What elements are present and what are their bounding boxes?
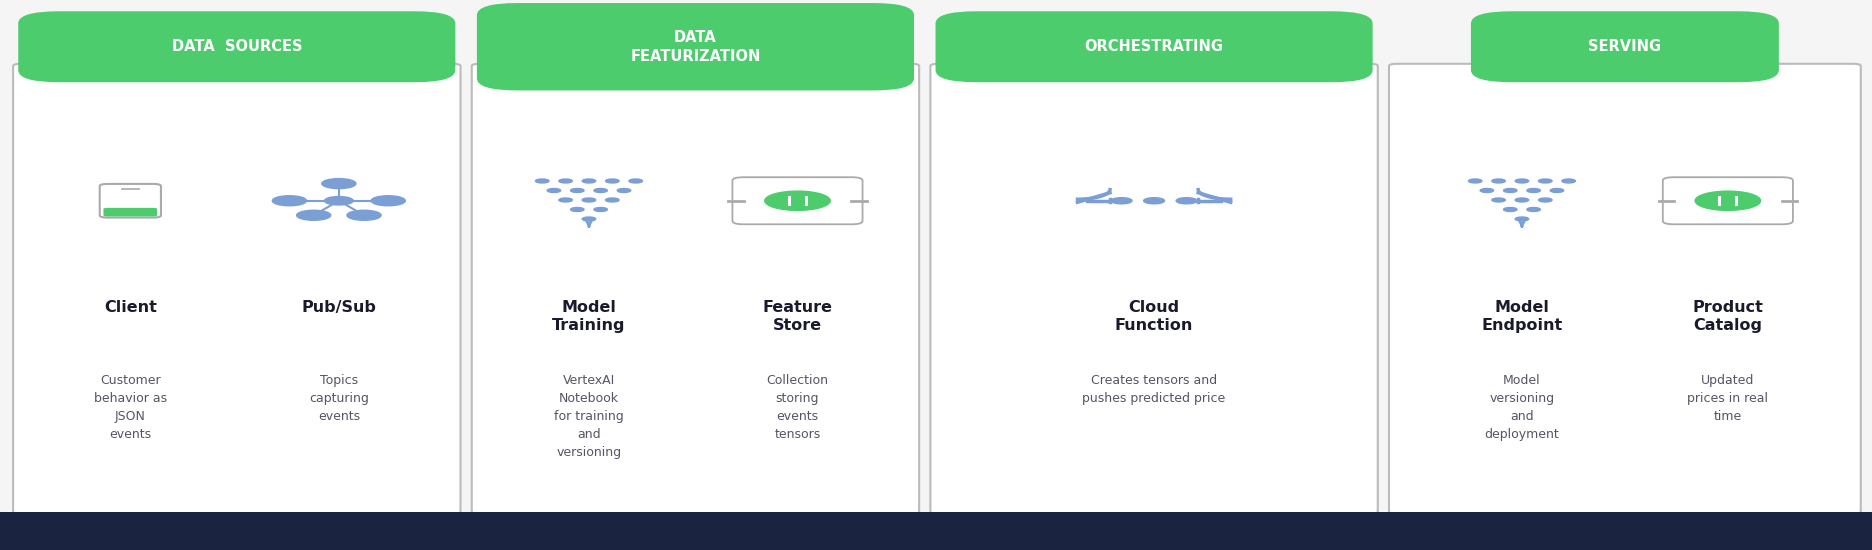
Circle shape (560, 179, 573, 183)
Text: Collection
storing
events
tensors: Collection storing events tensors (766, 374, 829, 441)
FancyBboxPatch shape (936, 11, 1372, 82)
Circle shape (1176, 197, 1196, 204)
Bar (0, 512, 1872, 550)
Circle shape (1492, 198, 1505, 202)
Text: Creates tensors and
pushes predicted price: Creates tensors and pushes predicted pri… (1082, 374, 1226, 405)
Text: Model
Training: Model Training (552, 300, 625, 333)
Circle shape (571, 189, 584, 192)
Circle shape (582, 217, 595, 221)
Text: DATA
FEATURIZATION: DATA FEATURIZATION (631, 30, 760, 64)
Text: Topics
capturing
events: Topics capturing events (309, 374, 369, 423)
Circle shape (1503, 189, 1516, 192)
Circle shape (1514, 198, 1529, 202)
Circle shape (1539, 198, 1552, 202)
Circle shape (582, 179, 595, 183)
Circle shape (1528, 189, 1541, 192)
Circle shape (535, 179, 548, 183)
FancyBboxPatch shape (103, 208, 157, 217)
Circle shape (571, 207, 584, 211)
FancyBboxPatch shape (13, 64, 461, 514)
Circle shape (1468, 179, 1483, 183)
Text: Updated
prices in real
time: Updated prices in real time (1687, 374, 1769, 423)
Circle shape (1144, 197, 1164, 204)
Circle shape (547, 189, 562, 192)
Circle shape (593, 189, 607, 192)
Circle shape (346, 210, 382, 221)
Circle shape (1503, 207, 1516, 211)
FancyBboxPatch shape (1389, 64, 1861, 514)
Circle shape (296, 210, 331, 221)
Text: Product
Catalog: Product Catalog (1692, 300, 1763, 333)
Circle shape (371, 196, 406, 206)
Circle shape (322, 179, 356, 189)
Circle shape (560, 198, 573, 202)
Text: ORCHESTRATING: ORCHESTRATING (1084, 39, 1224, 54)
Circle shape (271, 196, 307, 206)
Text: Customer
behavior as
JSON
events: Customer behavior as JSON events (94, 374, 167, 441)
Text: Model
Endpoint: Model Endpoint (1481, 300, 1563, 333)
FancyBboxPatch shape (477, 3, 914, 90)
Circle shape (1514, 217, 1529, 221)
FancyBboxPatch shape (732, 177, 863, 224)
FancyBboxPatch shape (1471, 11, 1778, 82)
Circle shape (582, 198, 595, 202)
Text: Client: Client (103, 300, 157, 315)
Circle shape (1550, 189, 1563, 192)
FancyBboxPatch shape (930, 64, 1378, 514)
FancyBboxPatch shape (19, 11, 455, 82)
FancyBboxPatch shape (1662, 177, 1793, 224)
Circle shape (593, 207, 607, 211)
Circle shape (607, 198, 620, 202)
Text: VertexAI
Notebook
for training
and
versioning: VertexAI Notebook for training and versi… (554, 374, 623, 459)
Circle shape (1514, 179, 1529, 183)
Circle shape (324, 196, 354, 205)
Circle shape (766, 191, 829, 210)
Text: Pub/Sub: Pub/Sub (301, 300, 376, 315)
Text: SERVING: SERVING (1587, 39, 1662, 54)
Text: Feature
Store: Feature Store (762, 300, 833, 333)
Circle shape (1492, 179, 1505, 183)
Text: Model
versioning
and
deployment: Model versioning and deployment (1484, 374, 1559, 441)
FancyBboxPatch shape (99, 184, 161, 218)
Circle shape (1696, 191, 1760, 210)
Circle shape (1481, 189, 1494, 192)
Text: Cloud
Function: Cloud Function (1116, 300, 1192, 333)
Circle shape (1112, 197, 1133, 204)
Circle shape (618, 189, 631, 192)
FancyBboxPatch shape (472, 64, 919, 514)
Circle shape (1561, 179, 1576, 183)
Text: DATA  SOURCES: DATA SOURCES (172, 39, 301, 54)
Circle shape (1528, 207, 1541, 211)
Circle shape (607, 179, 620, 183)
Circle shape (629, 179, 642, 183)
Circle shape (1539, 179, 1552, 183)
